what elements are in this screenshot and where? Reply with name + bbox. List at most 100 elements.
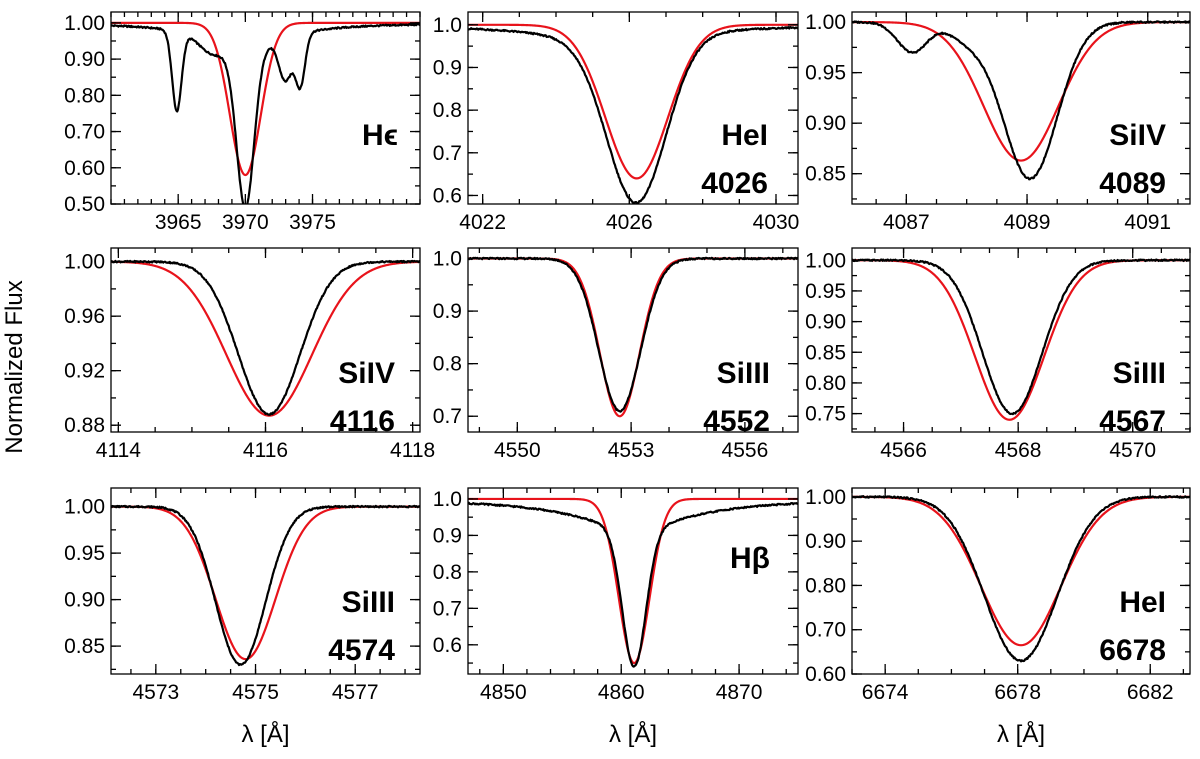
y-tick-label: 1.0 [433, 248, 462, 271]
panel-9: 6674 6678 6682 0.60 0.70 0.80 0.90 1.00 HeI 6678 λ… [805, 486, 1191, 748]
y-tick-label: 0.8 [433, 353, 462, 376]
panel-line-label: 4567 [1099, 405, 1166, 438]
x-tick-label: 3970 [222, 211, 269, 234]
model-series-line [468, 497, 798, 665]
x-tick-label: 6682 [1127, 681, 1174, 704]
y-tick-label: 0.6 [433, 634, 462, 657]
observed-series-line [468, 256, 798, 413]
panel-line-label: SiIII [1113, 357, 1166, 390]
x-tick-label: 4568 [995, 439, 1042, 462]
y-tick-label: 0.92 [64, 360, 105, 383]
y-tick-label: 0.90 [64, 48, 105, 71]
panel-line-label: Hβ [730, 542, 770, 575]
y-tick-label: 0.70 [805, 619, 846, 642]
panel-3: 4087 4089 4091 0.85 0.90 0.95 1.00 SiIV 4089 [805, 11, 1191, 234]
x-tick-label: 4556 [722, 439, 769, 462]
model-series-line [111, 21, 420, 177]
observed-series-line [852, 495, 1190, 663]
y-tick-label: 0.7 [433, 405, 462, 428]
y-tick-label: 0.96 [64, 305, 105, 328]
panel-line-label: SiIII [717, 357, 770, 390]
panels-grid: 3965 3970 3975 0.50 0.60 0.70 0.80 0.90 1.00 Hϵ 40… [64, 11, 1191, 748]
y-tick-label: 1.00 [64, 12, 105, 35]
panel-frame [110, 487, 421, 675]
model-series-line [852, 495, 1190, 647]
panel-frame [851, 487, 1191, 675]
panel-2: 4022 4026 4030 0.6 0.7 0.8 0.9 1.0 HeI 4026 [433, 11, 800, 234]
x-tick-label: 4026 [606, 211, 653, 234]
x-tick-label: 4870 [716, 681, 763, 704]
observed-series-line [852, 20, 1190, 181]
panel-frame [851, 247, 1191, 433]
y-tick-label: 0.9 [433, 56, 462, 79]
panel-7: 4573 4575 4577 0.85 0.90 0.95 1.00 SiIII 4574 λ [… [64, 487, 421, 748]
y-tick-label: 0.85 [805, 341, 846, 364]
y-tick-label: 0.95 [64, 542, 105, 565]
y-tick-label: 0.8 [433, 561, 462, 584]
model-series-line [111, 260, 420, 417]
panel-line-label: HeI [721, 119, 768, 152]
panel-line-label: 4574 [328, 634, 395, 667]
x-tick-label: 4087 [883, 211, 930, 234]
y-tick-label: 0.88 [64, 414, 105, 437]
x-tick-label: 3975 [289, 211, 336, 234]
y-tick-label: 1.00 [805, 249, 846, 272]
panel-5: 4550 4553 4556 0.7 0.8 0.9 1.0 SiIII 4552 [433, 247, 799, 462]
y-tick-label: 0.85 [64, 635, 105, 658]
y-tick-label: 0.7 [433, 142, 462, 165]
x-axis-title: λ [Å] [241, 720, 289, 748]
panel-line-label: Hϵ [362, 119, 398, 152]
x-tick-label: 4566 [880, 439, 927, 462]
observed-series-line [852, 258, 1190, 416]
panel-6: 4566 4568 4570 0.75 0.80 0.85 0.90 0.95 1.00 SiII… [805, 247, 1191, 462]
y-tick-label: 0.9 [433, 300, 462, 323]
y-tick-label: 1.00 [64, 496, 105, 519]
x-tick-label: 4550 [494, 439, 541, 462]
panel-8: 4850 4860 4870 0.6 0.7 0.8 0.9 1.0 Hβ λ [Å] [433, 487, 799, 748]
y-tick-label: 0.90 [805, 112, 846, 135]
x-tick-label: 4850 [480, 681, 527, 704]
model-series-line [468, 23, 798, 180]
y-tick-label: 0.80 [64, 84, 105, 107]
y-tick-label: 0.60 [64, 157, 105, 180]
observed-series-line [468, 501, 798, 668]
panel-line-label: 4116 [330, 405, 395, 438]
x-axis-title: λ [Å] [997, 720, 1045, 748]
x-tick-label: 4575 [232, 681, 279, 704]
panel-line-label: SiIII [342, 586, 395, 619]
model-series-line [852, 21, 1190, 162]
x-tick-label: 3965 [155, 211, 202, 234]
panel-line-label: 4552 [703, 405, 770, 438]
y-tick-label: 0.70 [64, 121, 105, 144]
x-tick-label: 4553 [608, 439, 655, 462]
y-tick-label: 0.95 [805, 280, 846, 303]
y-tick-label: 1.0 [433, 488, 462, 511]
y-tick-label: 0.50 [64, 193, 105, 216]
x-tick-label: 4114 [96, 439, 141, 462]
y-tick-label: 1.00 [64, 251, 105, 274]
panel-line-label: SiIV [338, 357, 395, 390]
x-tick-label: 4118 [390, 439, 435, 462]
x-tick-label: 4860 [598, 681, 645, 704]
panel-frame [110, 11, 421, 205]
x-tick-label: 4116 [243, 439, 288, 462]
model-series-line [468, 257, 798, 418]
y-tick-label: 0.60 [805, 663, 846, 686]
y-tick-label: 0.85 [805, 163, 846, 186]
panel-line-label: SiIV [1109, 119, 1166, 152]
x-tick-label: 4030 [753, 211, 800, 234]
panel-line-label: 4089 [1099, 167, 1166, 200]
observed-series-line [111, 504, 420, 667]
x-axis-title: λ [Å] [609, 720, 657, 748]
panel-line-label: HeI [1119, 586, 1166, 619]
observed-series-line [111, 259, 420, 416]
x-tick-label: 4091 [1124, 211, 1171, 234]
panel-line-label: 4026 [701, 167, 768, 200]
y-tick-label: 0.80 [805, 372, 846, 395]
y-tick-label: 1.00 [805, 486, 846, 509]
observed-series-line [468, 26, 798, 204]
y-tick-label: 0.90 [64, 589, 105, 612]
panel-frame [467, 487, 799, 675]
y-tick-label: 0.8 [433, 99, 462, 122]
